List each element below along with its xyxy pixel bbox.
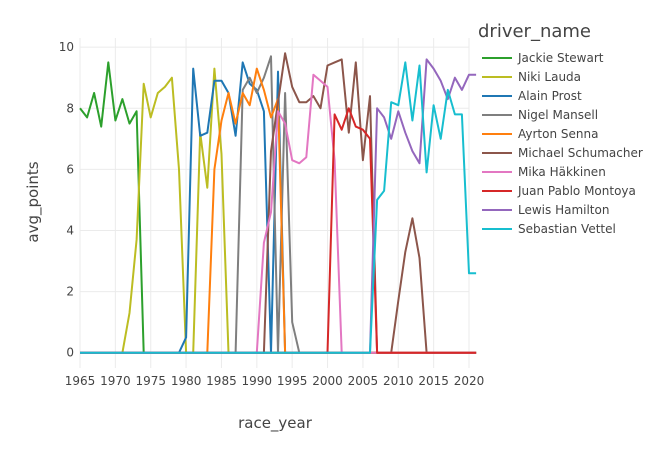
legend-label: Jackie Stewart [517, 51, 604, 65]
x-tick-label: 1975 [135, 374, 166, 388]
x-tick-label: 2020 [454, 374, 485, 388]
legend-item[interactable]: Sebastian Vettel [482, 222, 616, 236]
legend-item[interactable]: Lewis Hamilton [482, 203, 609, 217]
y-tick-label: 0 [66, 346, 74, 360]
legend-label: Juan Pablo Montoya [517, 184, 636, 198]
x-tick-label: 1980 [171, 374, 202, 388]
legend-item[interactable]: Ayrton Senna [482, 127, 598, 141]
legend-item[interactable]: Mika Häkkinen [482, 165, 606, 179]
x-tick-label: 2005 [348, 374, 379, 388]
x-tick-label: 1970 [100, 374, 131, 388]
x-tick-label: 1995 [277, 374, 308, 388]
y-tick-label: 4 [66, 224, 74, 238]
x-axis-title: race_year [238, 414, 313, 433]
legend-label: Ayrton Senna [518, 127, 598, 141]
legend-label: Lewis Hamilton [518, 203, 609, 217]
x-tick-labels: 1965 1970 1975 1980 1985 1990 1995 2000 2005 2010… [65, 374, 485, 388]
legend-item[interactable]: Jackie Stewart [482, 51, 604, 65]
legend-item[interactable]: Michael Schumacher [482, 146, 643, 160]
legend-label: Mika Häkkinen [518, 165, 606, 179]
legend-item[interactable]: Nigel Mansell [482, 108, 598, 122]
y-tick-label: 2 [66, 285, 74, 299]
series-lines [79, 52, 477, 354]
x-tick-label: 1965 [65, 374, 96, 388]
legend-item[interactable]: Juan Pablo Montoya [482, 184, 636, 198]
legend-label: Michael Schumacher [518, 146, 643, 160]
x-tick-label: 2010 [383, 374, 414, 388]
y-tick-label: 8 [66, 101, 74, 115]
y-tick-label: 6 [66, 162, 74, 176]
legend-item[interactable]: Niki Lauda [482, 70, 581, 84]
y-tick-labels: 0 2 4 6 8 10 [59, 40, 74, 360]
legend: driver_name Jackie Stewart Niki Lauda Alai… [478, 21, 643, 236]
legend-label: Niki Lauda [518, 70, 581, 84]
y-tick-label: 10 [59, 40, 74, 54]
x-tick-label: 1985 [206, 374, 237, 388]
legend-label: Sebastian Vettel [518, 222, 616, 236]
legend-label: Alain Prost [518, 89, 582, 103]
legend-item[interactable]: Alain Prost [482, 89, 582, 103]
x-tick-label: 1990 [242, 374, 273, 388]
series-line [80, 61, 477, 354]
y-axis-title: avg_points [24, 161, 43, 242]
legend-label: Nigel Mansell [518, 108, 598, 122]
legend-title: driver_name [478, 21, 591, 42]
x-tick-label: 2000 [312, 374, 343, 388]
x-tick-label: 2015 [418, 374, 449, 388]
